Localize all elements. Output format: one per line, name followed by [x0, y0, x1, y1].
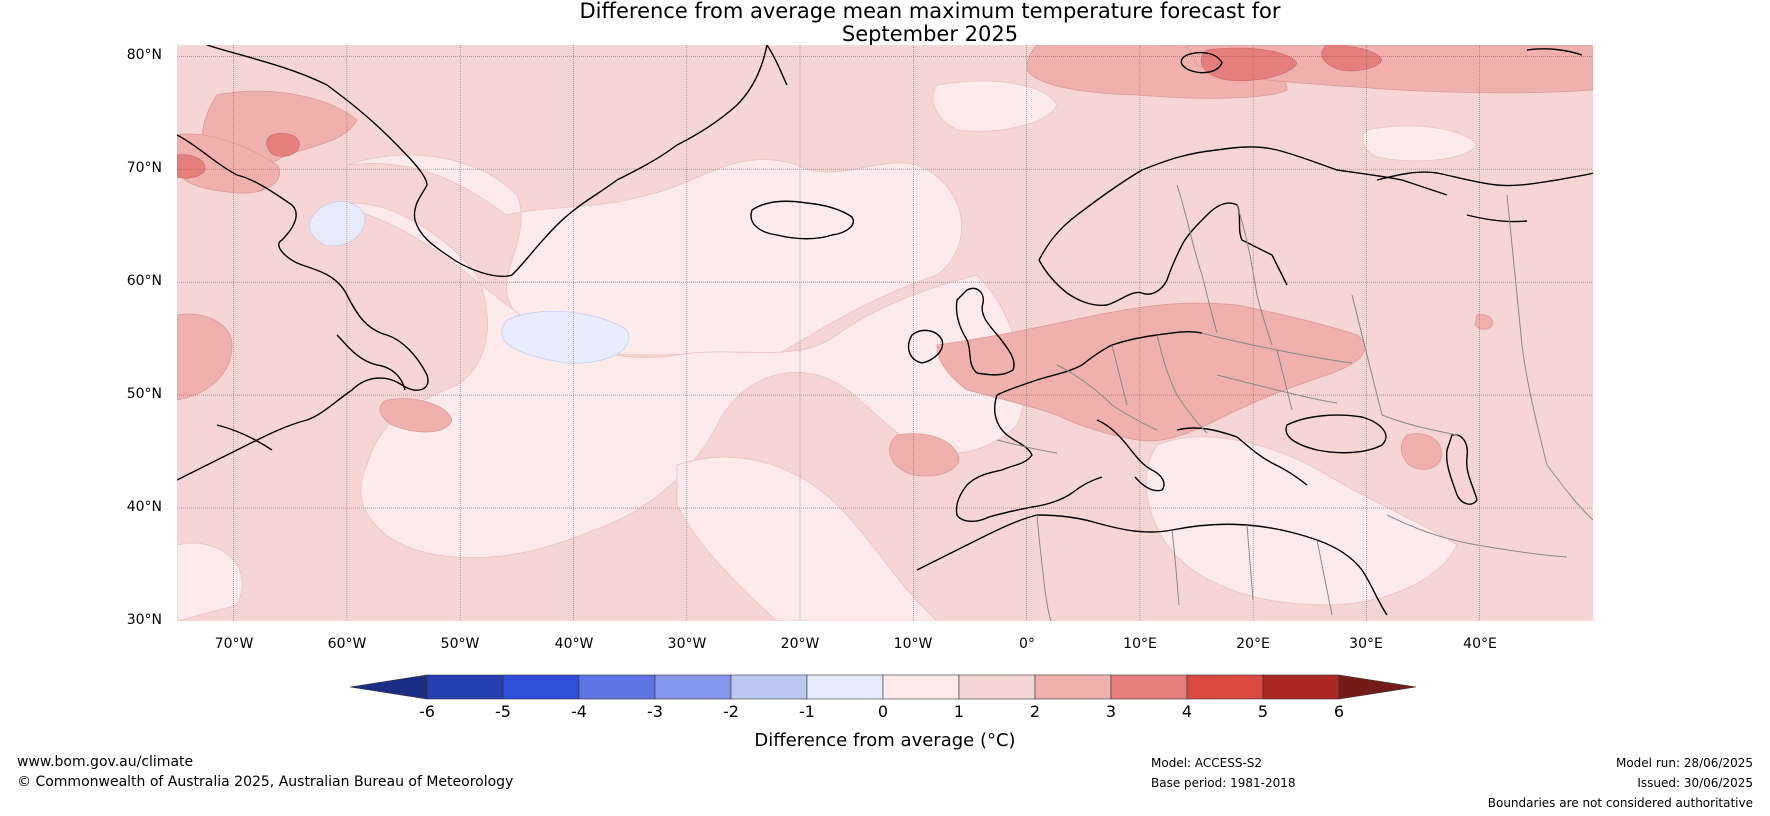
lon-label-20e: 20°E: [1236, 636, 1270, 652]
colorbar-bin-5: [1262, 674, 1340, 700]
lon-label-70w: 70°W: [214, 636, 254, 652]
issued-text: Issued: 30/06/2025: [1637, 776, 1753, 790]
colorbar-tick: -6: [419, 702, 435, 721]
website-link[interactable]: www.bom.gov.au/climate: [17, 754, 194, 770]
map-title-line-2: September 2025: [841, 22, 1019, 46]
colorbar-bin-m2: [730, 674, 808, 700]
colorbar-bin-m4: [578, 674, 656, 700]
country-borders: [996, 184, 1593, 621]
colorbar-tick: -4: [571, 702, 587, 721]
map-title-line-1: Difference from average mean maximum tem…: [579, 0, 1281, 23]
colorbar-bin-1: [958, 674, 1036, 700]
colorbar-tick: -3: [647, 702, 663, 721]
lon-label-50w: 50°W: [440, 636, 480, 652]
lat-label-70n: 70°N: [126, 160, 162, 176]
colorbar-bin-4: [1186, 674, 1264, 700]
graticule: [177, 45, 1593, 621]
lon-label-10e: 10°E: [1123, 636, 1157, 652]
disclaimer-text: Boundaries are not considered authoritat…: [1487, 796, 1753, 810]
colorbar-tick: 0: [877, 702, 889, 721]
lat-label-40n: 40°N: [126, 499, 162, 515]
anomaly-0-1-regions: [177, 80, 1478, 621]
colorbar-bin-m1: [806, 674, 884, 700]
colorbar-label: Difference from average (°C): [754, 730, 1016, 751]
lon-label-30e: 30°E: [1349, 636, 1383, 652]
colorbar-tick: 6: [1333, 702, 1345, 721]
colorbar-tick: -1: [799, 702, 815, 721]
anomaly-minus1-0-regions: [309, 201, 630, 364]
lon-label-40w: 40°W: [554, 636, 594, 652]
lon-label-10w: 10°W: [893, 636, 933, 652]
colorbar-bin-m3: [654, 674, 732, 700]
colorbar-tick: -2: [723, 702, 739, 721]
copyright-text: © Commonwealth of Australia 2025, Austra…: [17, 774, 514, 790]
lon-label-30w: 30°W: [667, 636, 707, 652]
lat-label-50n: 50°N: [126, 386, 162, 402]
lon-label-60w: 60°W: [327, 636, 367, 652]
colorbar-extend-high: [1338, 674, 1417, 700]
forecast-map: [177, 45, 1593, 621]
model-text: Model: ACCESS-S2: [1151, 756, 1263, 770]
colorbar: [350, 674, 1417, 700]
colorbar-tick: 1: [953, 702, 965, 721]
lat-label-80n: 80°N: [126, 47, 162, 63]
colorbar-tick: 3: [1105, 702, 1117, 721]
colorbar-tick: 5: [1257, 702, 1269, 721]
colorbar-tick: 2: [1029, 702, 1041, 721]
colorbar-bin-2: [1034, 674, 1112, 700]
colorbar-bin-0: [882, 674, 960, 700]
colorbar-extend-low: [350, 674, 428, 700]
lon-label-20w: 20°W: [780, 636, 820, 652]
colorbar-bin-m5: [502, 674, 580, 700]
colorbar-tick: 4: [1181, 702, 1193, 721]
lon-label-40e: 40°E: [1463, 636, 1497, 652]
colorbar-bin-m6: [426, 674, 504, 700]
model-run-text: Model run: 28/06/2025: [1615, 756, 1753, 770]
colorbar-tick: -5: [495, 702, 511, 721]
lat-label-60n: 60°N: [126, 273, 162, 289]
colorbar-bin-3: [1110, 674, 1188, 700]
lon-label-0: 0°: [1019, 636, 1035, 652]
base-period-text: Base period: 1981-2018: [1151, 776, 1296, 790]
lat-label-30n: 30°N: [126, 612, 162, 628]
